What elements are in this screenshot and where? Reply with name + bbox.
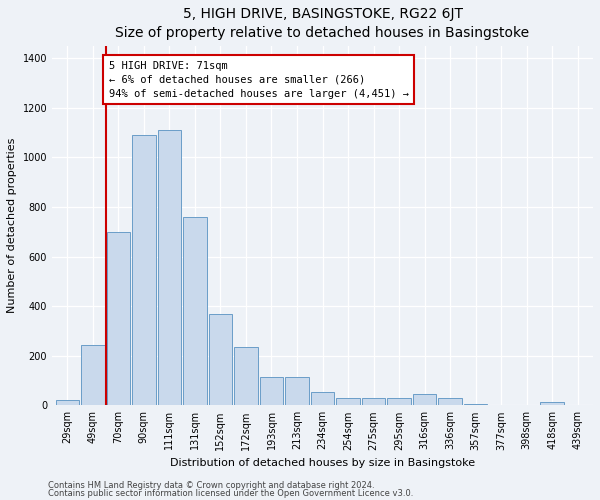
Title: 5, HIGH DRIVE, BASINGSTOKE, RG22 6JT
Size of property relative to detached house: 5, HIGH DRIVE, BASINGSTOKE, RG22 6JT Siz… xyxy=(115,7,530,40)
Bar xyxy=(132,135,155,406)
Bar xyxy=(541,402,564,406)
Bar xyxy=(337,398,360,406)
Text: Contains HM Land Registry data © Crown copyright and database right 2024.: Contains HM Land Registry data © Crown c… xyxy=(48,480,374,490)
Bar xyxy=(413,394,436,406)
Bar xyxy=(439,398,462,406)
Bar xyxy=(464,404,487,406)
Bar xyxy=(183,217,206,406)
Text: 5 HIGH DRIVE: 71sqm
← 6% of detached houses are smaller (266)
94% of semi-detach: 5 HIGH DRIVE: 71sqm ← 6% of detached hou… xyxy=(109,60,409,98)
Bar xyxy=(209,314,232,406)
Bar xyxy=(81,344,104,406)
X-axis label: Distribution of detached houses by size in Basingstoke: Distribution of detached houses by size … xyxy=(170,458,475,468)
Bar xyxy=(285,377,309,406)
Bar xyxy=(56,400,79,406)
Bar xyxy=(388,398,411,406)
Bar xyxy=(260,377,283,406)
Text: Contains public sector information licensed under the Open Government Licence v3: Contains public sector information licen… xyxy=(48,489,413,498)
Bar xyxy=(234,347,257,406)
Bar xyxy=(362,398,385,406)
Bar xyxy=(107,232,130,406)
Y-axis label: Number of detached properties: Number of detached properties xyxy=(7,138,17,314)
Bar xyxy=(311,392,334,406)
Bar xyxy=(158,130,181,406)
